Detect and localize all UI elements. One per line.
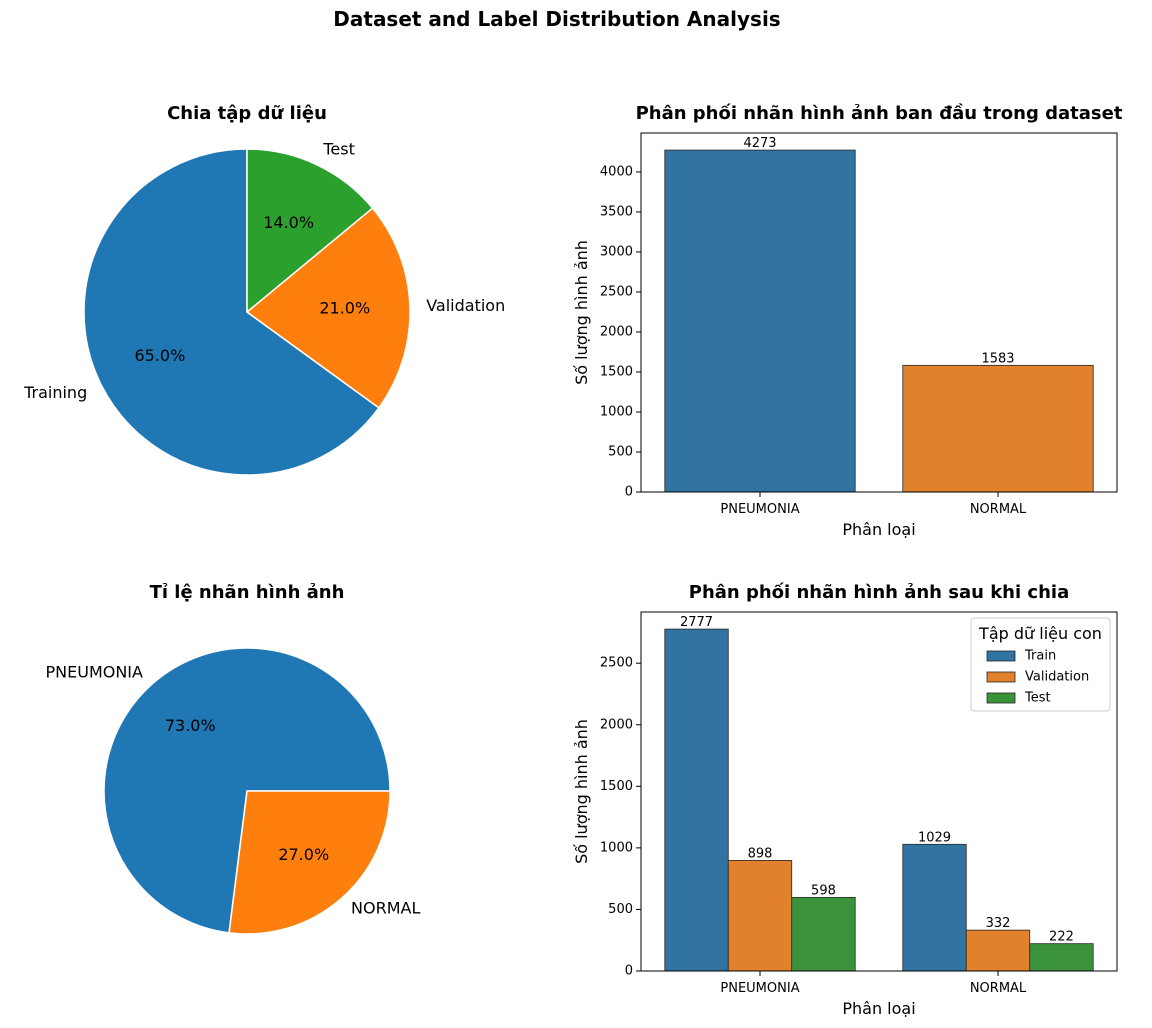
y-tick-label: 1500 (600, 364, 633, 379)
pie-label-normal: NORMAL (351, 898, 420, 917)
bar-value-label: 598 (811, 883, 836, 898)
bar-test-normal (1029, 943, 1094, 972)
bar-train-pneumonia (664, 628, 729, 972)
pie-label-test: Test (322, 139, 355, 158)
legend-swatch-validation (986, 671, 1016, 683)
y-axis-label: Số lượng hình ảnh (572, 719, 591, 864)
y-tick-label: 0 (625, 964, 633, 979)
pie-label-validation: Validation (426, 296, 505, 315)
bar-chart-initial-labels: Phân phối nhãn hình ảnh ban đầu trong da… (572, 103, 1123, 539)
y-tick-label: 2000 (600, 717, 633, 732)
y-axis-label: Số lượng hình ảnh (572, 240, 591, 385)
pie-chart-label-ratio: Tỉ lệ nhãn hình ảnh PNEUMONIA 73.0% NORMAL 2… (46, 582, 420, 935)
pie-slice-validation (246, 207, 411, 409)
y-tick-label: 500 (608, 444, 633, 459)
x-axis-label: Phân loại (842, 999, 915, 1018)
legend-label-test: Test (1024, 691, 1051, 706)
y-tick-label: 2500 (600, 284, 633, 299)
y-tick-label: 0 (625, 485, 633, 500)
y-tick-label: 3500 (600, 204, 633, 219)
legend-label-validation: Validation (1025, 670, 1089, 685)
figure-suptitle: Dataset and Label Distribution Analysis (333, 7, 780, 31)
bar-validation-normal (965, 929, 1031, 972)
bar-value-label: 1029 (918, 830, 951, 845)
bar-value-label: 332 (986, 916, 1011, 931)
pie-pct-pneumonia: 73.0% (165, 716, 216, 735)
pie-chart-data-split: Chia tập dữ liệu Training 65.0% Validation 2… (23, 103, 505, 476)
y-tick-label: 1000 (600, 840, 633, 855)
x-axis-label: Phân loại (842, 520, 915, 539)
bar-validation-pneumonia (727, 860, 793, 972)
pie-slice-normal (228, 790, 391, 935)
y-tick-label: 1000 (600, 404, 633, 419)
bar-pneumonia (664, 149, 856, 493)
chart-title: Chia tập dữ liệu (167, 103, 327, 124)
legend-frame (970, 617, 1111, 712)
pie-pct-training: 65.0% (134, 346, 185, 365)
pie-label-pneumonia: PNEUMONIA (46, 663, 144, 682)
x-tick-label-normal: NORMAL (970, 502, 1027, 517)
legend-label-train: Train (1024, 649, 1056, 664)
bar-value-label: 898 (748, 846, 773, 861)
plot-frame (640, 611, 1118, 972)
chart-title: Tỉ lệ nhãn hình ảnh (150, 582, 345, 603)
legend: Tập dữ liệu con Train Validation Test (970, 617, 1111, 712)
pie-slice-test (246, 148, 374, 313)
bar-value-label: 222 (1049, 930, 1074, 945)
y-tick-label: 2500 (600, 656, 633, 671)
chart-title: Phân phối nhãn hình ảnh sau khi chia (689, 582, 1069, 603)
legend-swatch-test (986, 692, 1016, 704)
plot-frame (640, 132, 1118, 493)
bar-value-label: 2777 (680, 615, 713, 630)
y-tick-label: 4000 (600, 164, 633, 179)
pie-slice-training (83, 148, 380, 476)
bar-value-label: 4273 (743, 136, 776, 151)
bar-train-normal (902, 843, 967, 972)
bar-test-pneumonia (791, 896, 856, 972)
x-tick-label-normal: NORMAL (970, 981, 1027, 996)
pie-pct-normal: 27.0% (278, 845, 329, 864)
legend-title: Tập dữ liệu con (978, 624, 1102, 643)
x-tick-label-pneumonia: PNEUMONIA (720, 502, 799, 517)
chart-title: Phân phối nhãn hình ảnh ban đầu trong da… (636, 103, 1123, 124)
y-tick-label: 2000 (600, 324, 633, 339)
x-tick-label-pneumonia: PNEUMONIA (720, 981, 799, 996)
pie-pct-test: 14.0% (263, 213, 314, 232)
y-tick-label: 1500 (600, 779, 633, 794)
bar-value-label: 1583 (981, 351, 1014, 366)
y-tick-label: 500 (608, 902, 633, 917)
bar-chart-labels-after-split: Phân phối nhãn hình ảnh sau khi chia 0 500… (572, 582, 1118, 1018)
legend-swatch-train (986, 650, 1016, 662)
y-tick-label: 3000 (600, 244, 633, 259)
pie-label-training: Training (23, 383, 87, 402)
bar-normal (902, 364, 1094, 493)
pie-pct-validation: 21.0% (319, 298, 370, 317)
